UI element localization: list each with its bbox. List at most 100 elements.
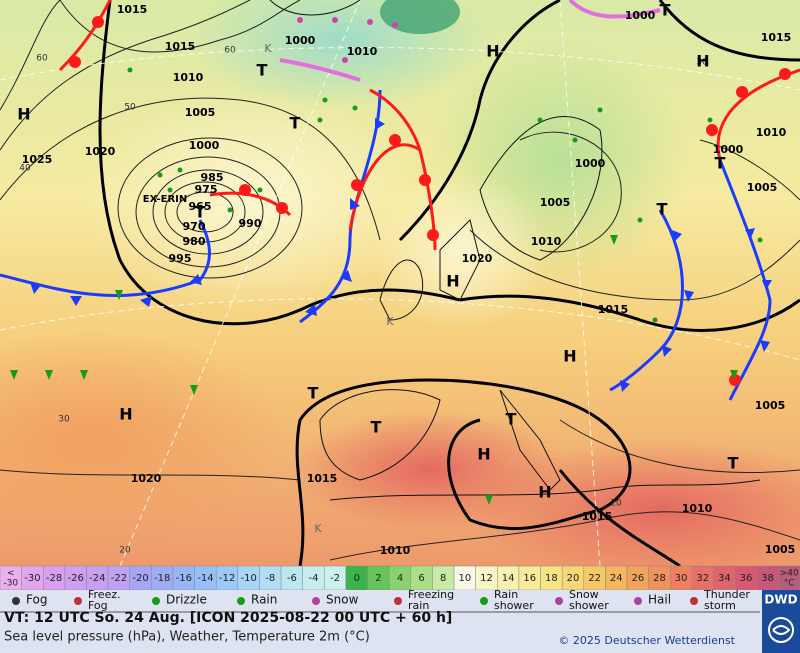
fronts bbox=[0, 0, 800, 401]
isotherm-label: 20 bbox=[610, 499, 622, 509]
weather-legend-label: Snow bbox=[569, 588, 599, 601]
pressure-label: 995 bbox=[169, 252, 192, 265]
pressure-label: 1010 bbox=[380, 544, 411, 557]
scale-label: -24 bbox=[89, 573, 105, 584]
scale-label: -6 bbox=[287, 573, 297, 584]
scale-label: 30 bbox=[675, 573, 688, 584]
pressure-label: 1020 bbox=[131, 472, 162, 485]
weather-icon bbox=[555, 597, 563, 605]
weather-legend: Fog Freez.Fog Drizzle Rain Snow FreezingrainR… bbox=[12, 588, 750, 612]
cold-front bbox=[609, 209, 684, 392]
isotherm-label: 40 bbox=[19, 164, 31, 174]
front-triangles bbox=[30, 118, 772, 392]
isotherm-label: 30 bbox=[696, 58, 708, 68]
copyright: © 2025 Deutscher Wetterdienst bbox=[558, 634, 735, 647]
pressure-label: 1010 bbox=[531, 235, 562, 248]
warm-front bbox=[369, 88, 422, 151]
low-pressure: T bbox=[506, 410, 517, 429]
mild-area bbox=[370, 170, 550, 330]
high-pressure: H bbox=[563, 347, 576, 366]
scale-label: 34 bbox=[718, 573, 731, 584]
cold-front bbox=[0, 219, 211, 298]
weather-legend-label: Fog bbox=[88, 599, 108, 612]
scale-label: -12 bbox=[219, 573, 235, 584]
weather-icon bbox=[237, 597, 245, 605]
low-pressure: T bbox=[657, 200, 668, 219]
high-pressure: H bbox=[17, 105, 30, 124]
scale-label: -30 bbox=[24, 573, 40, 584]
convection-label: K bbox=[264, 42, 272, 55]
scale-label: 16 bbox=[523, 573, 536, 584]
weather-icon bbox=[312, 597, 320, 605]
pressure-label: 1005 bbox=[747, 181, 778, 194]
pressure-label: 1020 bbox=[462, 252, 493, 265]
scale-end-label: -30 bbox=[3, 579, 18, 589]
weather-legend-label: rain bbox=[408, 599, 429, 612]
pressure-label: 1005 bbox=[185, 106, 216, 119]
scale-label: 38 bbox=[761, 573, 774, 584]
scale-label: 14 bbox=[502, 573, 515, 584]
pressure-label: 1000 bbox=[285, 34, 316, 47]
low-pressure: T bbox=[257, 61, 268, 80]
snow-symbols bbox=[297, 17, 398, 63]
pressure-label: 1010 bbox=[682, 502, 713, 515]
high-pressure: H bbox=[477, 445, 490, 464]
warm-area bbox=[0, 330, 290, 550]
pressure-label: 980 bbox=[183, 235, 206, 248]
weather-legend-label: Drizzle bbox=[166, 593, 207, 607]
pressure-label: 1010 bbox=[347, 45, 378, 58]
hot-area bbox=[460, 440, 800, 580]
main-isobars bbox=[98, 0, 800, 568]
isobars bbox=[0, 0, 800, 561]
weather-icon bbox=[152, 597, 160, 605]
weather-legend-label: Hail bbox=[648, 593, 671, 607]
greenland-cold bbox=[380, 0, 460, 34]
weather-legend-label: Freezing bbox=[408, 588, 454, 601]
pressure-label: 1010 bbox=[756, 126, 787, 139]
logo-mark bbox=[772, 625, 791, 635]
pressure-label: 1005 bbox=[765, 543, 796, 556]
weather-icon bbox=[480, 597, 488, 605]
pressure-label: 1000 bbox=[713, 143, 744, 156]
pressure-label: 1015 bbox=[117, 3, 148, 16]
convection-label: K bbox=[386, 315, 394, 328]
temperature-scale: <-30 -30 -28 -26 -24 -22 -20 -18 -16 -14 -12 -10 -8-… bbox=[0, 565, 800, 591]
occlusion bbox=[568, 0, 661, 19]
pressure-label: 1005 bbox=[540, 196, 571, 209]
storm-name: EX-ERIN bbox=[143, 194, 188, 205]
low-pressure: T bbox=[290, 114, 301, 133]
scale-label: -14 bbox=[197, 573, 213, 584]
scale-label: -8 bbox=[265, 573, 275, 584]
weather-legend-label: shower bbox=[494, 599, 534, 612]
weather-legend-label: shower bbox=[569, 599, 609, 612]
weather-legend-label: Snow bbox=[326, 593, 359, 607]
coastlines bbox=[269, 0, 761, 501]
weather-icon bbox=[394, 597, 402, 605]
graticule bbox=[0, 0, 800, 567]
isotherm-label: 30 bbox=[58, 415, 70, 425]
scale-label: 2 bbox=[375, 573, 381, 584]
pressure-label: 975 bbox=[195, 183, 218, 196]
scale-label: -10 bbox=[240, 573, 256, 584]
high-pressure: H bbox=[538, 483, 551, 502]
scale-label: -26 bbox=[68, 573, 84, 584]
pressure-label: 985 bbox=[201, 171, 224, 184]
weather-legend-label: Rain bbox=[494, 588, 518, 601]
weather-legend-label: Freez. bbox=[88, 588, 121, 601]
low-pressure: T bbox=[728, 454, 739, 473]
front-semicircles bbox=[69, 16, 791, 386]
scale-label: 22 bbox=[588, 573, 601, 584]
description: Sea level pressure (hPa), Weather, Tempe… bbox=[4, 630, 370, 645]
scale-label: -28 bbox=[46, 573, 62, 584]
low-pressure: T bbox=[308, 384, 319, 403]
isotherm-label: 60 bbox=[36, 54, 48, 64]
high-pressure: H bbox=[486, 42, 499, 61]
high-pressure: H bbox=[446, 272, 459, 291]
scale-label: -2 bbox=[330, 573, 340, 584]
weather-icon bbox=[690, 597, 698, 605]
dwd-logo: DWD bbox=[762, 590, 800, 653]
pressure-label: 990 bbox=[239, 217, 262, 230]
pressure-label: 1000 bbox=[575, 157, 606, 170]
